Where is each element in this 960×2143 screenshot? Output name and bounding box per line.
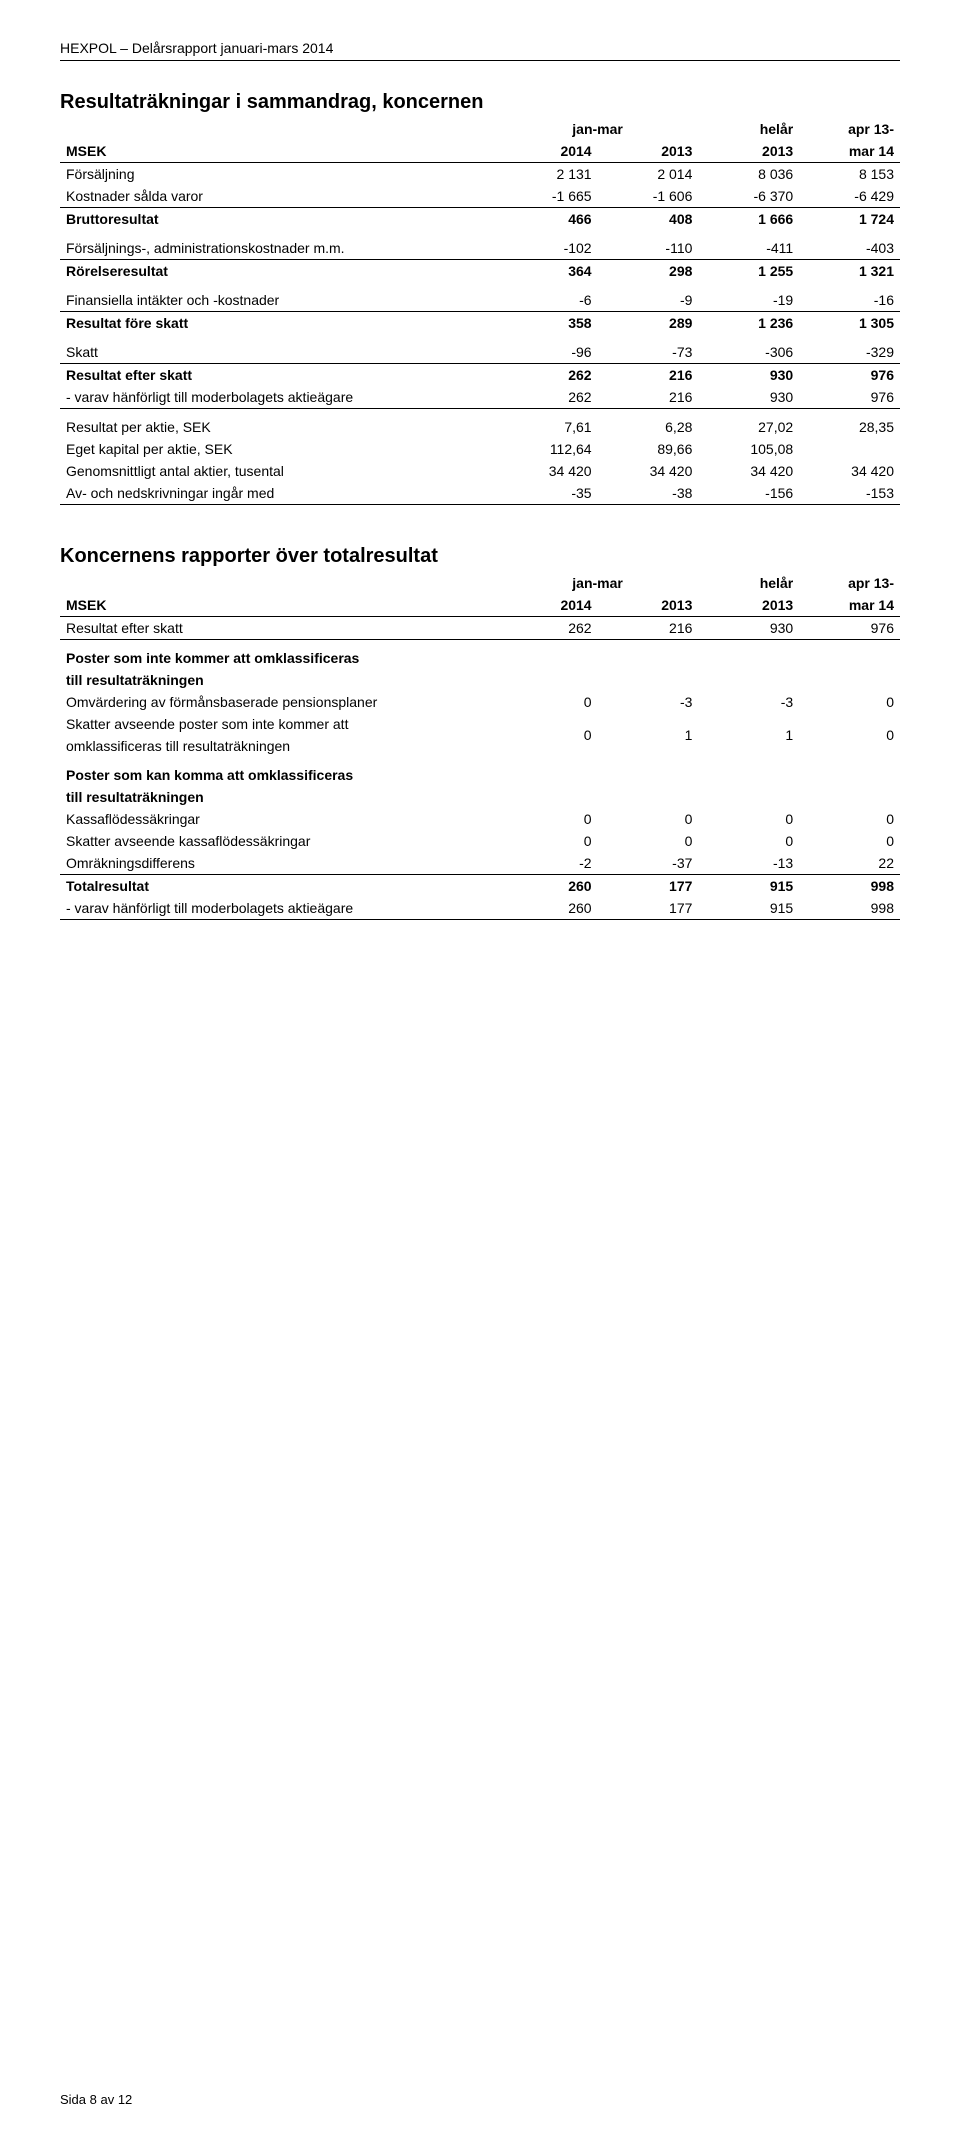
hdr-c3: 2013	[698, 594, 799, 617]
table-row: - varav hänförligt till moderbolagets ak…	[60, 897, 900, 920]
table-row: Skatter avseende poster som inte kommer …	[60, 713, 900, 735]
super-hdr-janmar: jan-mar	[497, 118, 699, 140]
hdr-c4: mar 14	[799, 140, 900, 163]
table-totalresultat: jan-mar helår apr 13- MSEK 2014 2013 201…	[60, 572, 900, 920]
table-row: Kostnader sålda varor -1 665 -1 606 -6 3…	[60, 185, 900, 208]
hdr-c3: 2013	[698, 140, 799, 163]
super-hdr-janmar: jan-mar	[497, 572, 699, 594]
table-row: Kassaflödessäkringar 0 0 0 0	[60, 808, 900, 830]
table-super-header: jan-mar helår apr 13-	[60, 118, 900, 140]
table-row: Försäljning 2 131 2 014 8 036 8 153	[60, 163, 900, 186]
page: HEXPOL – Delårsrapport januari-mars 2014…	[0, 0, 960, 2143]
table-row: Eget kapital per aktie, SEK 112,64 89,66…	[60, 438, 900, 460]
table-row: - varav hänförligt till moderbolagets ak…	[60, 386, 900, 409]
group-header: Poster som kan komma att omklassificeras	[60, 757, 900, 786]
row-rorelseresultat: Rörelseresultat 364 298 1 255 1 321	[60, 260, 900, 283]
hdr-c4: mar 14	[799, 594, 900, 617]
table-row: Skatt -96 -73 -306 -329	[60, 334, 900, 364]
super-hdr-apr: apr 13-	[799, 118, 900, 140]
table-header-row: MSEK 2014 2013 2013 mar 14	[60, 594, 900, 617]
group-header: till resultaträkningen	[60, 786, 900, 808]
table-row: Omräkningsdifferens -2 -37 -13 22	[60, 852, 900, 875]
row-bruttoresultat: Bruttoresultat 466 408 1 666 1 724	[60, 208, 900, 231]
table-row: Omvärdering av förmånsbaserade pensionsp…	[60, 691, 900, 713]
super-hdr-helar: helår	[698, 572, 799, 594]
table-super-header: jan-mar helår apr 13-	[60, 572, 900, 594]
row-efter-skatt: Resultat efter skatt 262 216 930 976	[60, 364, 900, 387]
hdr-c1: 2014	[497, 140, 598, 163]
hdr-c2: 2013	[598, 140, 699, 163]
table-row: Resultat efter skatt 262 216 930 976	[60, 617, 900, 640]
hdr-c1: 2014	[497, 594, 598, 617]
group-header: Poster som inte kommer att omklassificer…	[60, 640, 900, 670]
hdr-c2: 2013	[598, 594, 699, 617]
section1-title: Resultaträkningar i sammandrag, koncerne…	[60, 91, 900, 114]
group-header: till resultaträkningen	[60, 669, 900, 691]
table-income: jan-mar helår apr 13- MSEK 2014 2013 201…	[60, 118, 900, 505]
hdr-label: MSEK	[60, 594, 497, 617]
table-row: Genomsnittligt antal aktier, tusental 34…	[60, 460, 900, 482]
table-row: Av- och nedskrivningar ingår med -35 -38…	[60, 482, 900, 505]
table-row: Finansiella intäkter och -kostnader -6 -…	[60, 282, 900, 312]
super-hdr-apr: apr 13-	[799, 572, 900, 594]
super-hdr-helar: helår	[698, 118, 799, 140]
page-footer: Sida 8 av 12	[60, 2092, 132, 2107]
row-fore-skatt: Resultat före skatt 358 289 1 236 1 305	[60, 312, 900, 335]
row-totalresultat: Totalresultat 260 177 915 998	[60, 875, 900, 898]
hdr-label: MSEK	[60, 140, 497, 163]
doc-header: HEXPOL – Delårsrapport januari-mars 2014	[60, 40, 900, 61]
section2-title: Koncernens rapporter över totalresultat	[60, 545, 900, 568]
table-row: Resultat per aktie, SEK 7,61 6,28 27,02 …	[60, 409, 900, 439]
table-header-row: MSEK 2014 2013 2013 mar 14	[60, 140, 900, 163]
table-row: Skatter avseende kassaflödessäkringar 0 …	[60, 830, 900, 852]
table-row: Försäljnings-, administrationskostnader …	[60, 230, 900, 260]
